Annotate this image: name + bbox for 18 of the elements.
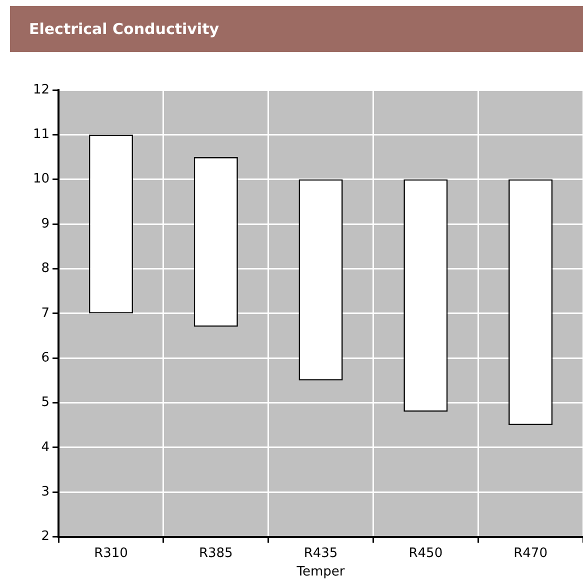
x-tick-label: R385 [198,546,233,561]
x-tick-label: R470 [514,546,548,561]
y-tick-label: 7 [41,306,50,321]
y-tick-label: 4 [41,440,50,455]
y-tick-label: 8 [41,261,50,276]
chart-title: Electrical Conductivity [10,6,583,52]
x-tick-label: R435 [304,546,338,561]
y-tick-label: 3 [41,484,50,500]
y-tick-label: 12 [32,82,50,98]
x-axis-title: Temper [296,564,346,580]
y-tick-label: 11 [32,127,50,142]
y-tick-label: 5 [41,395,50,410]
y-tick-label: 10 [32,172,50,187]
y-tick-label: 6 [41,350,50,366]
x-tick-label: R450 [408,546,443,561]
y-tick-label: 2 [41,529,50,544]
x-tick-label: R310 [94,546,128,561]
y-tick-label: 9 [41,216,50,232]
